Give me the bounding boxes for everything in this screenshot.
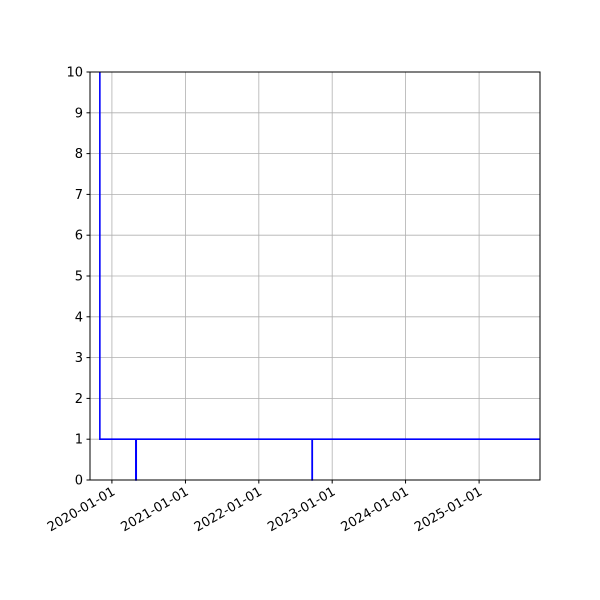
series-line bbox=[99, 72, 540, 481]
x-tick-label: 2020-01-01 bbox=[45, 484, 118, 535]
x-tick-label: 2025-01-01 bbox=[412, 484, 485, 535]
x-tick-label: 2022-01-01 bbox=[192, 484, 265, 535]
y-tick-label: 4 bbox=[75, 310, 83, 325]
y-tick-label: 5 bbox=[75, 270, 83, 285]
x-tick-label: 2024-01-01 bbox=[339, 484, 412, 535]
y-tick-label: 10 bbox=[66, 66, 83, 81]
y-axis: 0 1 2 3 4 5 6 7 8 9 10 bbox=[66, 66, 90, 489]
y-tick-label: 9 bbox=[75, 106, 83, 121]
y-tick-label: 2 bbox=[75, 392, 83, 407]
grid bbox=[90, 71, 540, 481]
series bbox=[99, 72, 540, 481]
y-tick-label: 1 bbox=[75, 433, 83, 448]
y-tick-label: 8 bbox=[75, 147, 83, 162]
y-tick-label: 6 bbox=[75, 229, 83, 244]
y-tick-label: 3 bbox=[75, 351, 83, 366]
x-tick-label: 2023-01-01 bbox=[265, 484, 338, 535]
x-tick-label: 2021-01-01 bbox=[119, 484, 192, 535]
x-axis: 2020-01-01 2021-01-01 2022-01-01 2023-01-01… bbox=[45, 480, 485, 535]
y-tick-label: 0 bbox=[75, 474, 83, 489]
y-tick-label: 7 bbox=[75, 188, 83, 203]
